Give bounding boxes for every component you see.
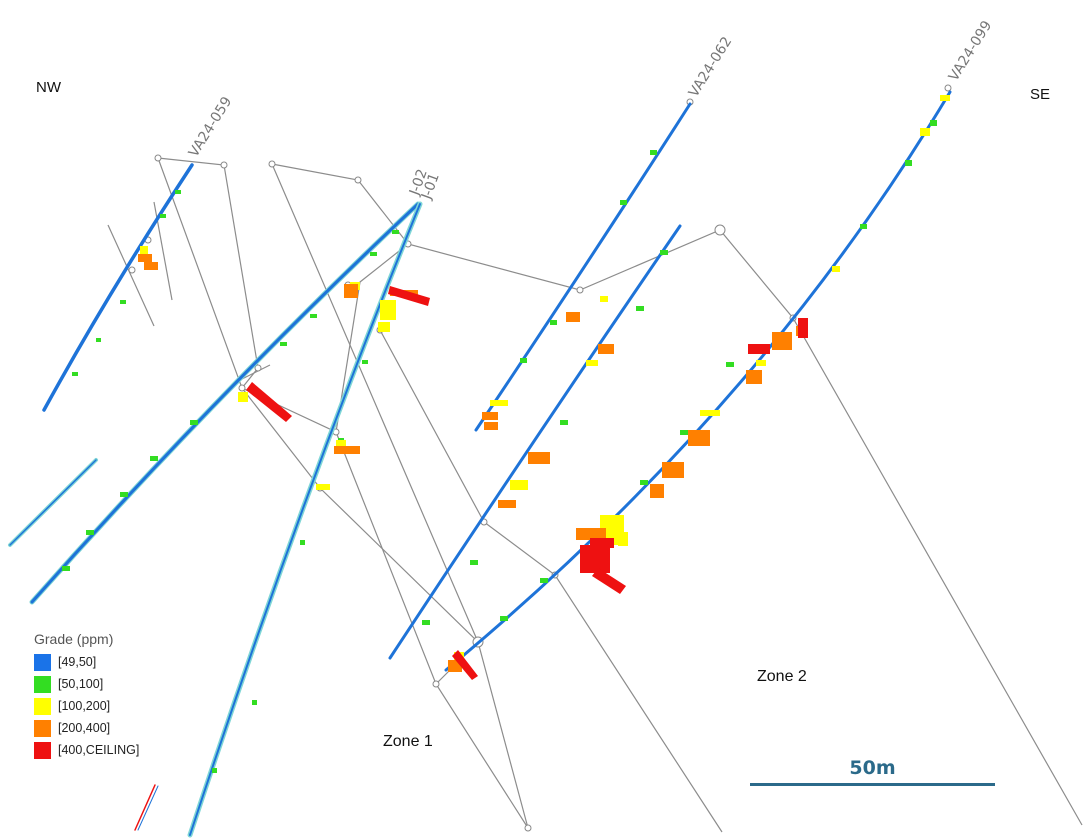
hole-label-va24-062: VA24-062 [686, 34, 736, 100]
scale-bar-line [750, 783, 995, 786]
legend-title: Grade (ppm) [34, 631, 114, 647]
zone-1-label: Zone 1 [383, 733, 433, 750]
high-grade-ticks [138, 254, 808, 672]
drill-traces [8, 90, 952, 838]
legend-swatch [34, 697, 51, 715]
legend-swatch [34, 653, 51, 671]
very-high-grade-ticks [246, 286, 808, 680]
zone-outlines [107, 157, 1083, 833]
legend-item: [400,CEILING] [34, 739, 194, 761]
legend-item: [200,400] [34, 717, 194, 739]
legend-item: [100,200] [34, 695, 194, 717]
hole-label-va24-099: VA24-099 [946, 18, 996, 84]
legend-item: [50,100] [34, 673, 194, 695]
scale-bar-label: 50m [849, 757, 896, 779]
legend-label: [100,200] [58, 699, 111, 713]
low-grade-ticks [62, 120, 937, 773]
legend-label: [400,CEILING] [58, 743, 140, 757]
direction-label-nw: NW [36, 79, 61, 96]
legend-swatch [34, 741, 51, 759]
hole-label-va24-059: VA24-059 [186, 94, 236, 160]
grade-legend: Grade (ppm) [49,50] [50,100] [100,200] [… [34, 631, 194, 761]
legend-swatch [34, 675, 51, 693]
legend-swatch [34, 719, 51, 737]
medium-grade-ticks [140, 95, 950, 660]
legend-label: [49,50] [58, 655, 97, 669]
direction-label-se: SE [1030, 86, 1051, 103]
zone-2-label: Zone 2 [757, 668, 807, 685]
legend-label: [200,400] [58, 721, 111, 735]
scale-bar: 50m [750, 757, 995, 786]
legend-label: [50,100] [58, 677, 104, 691]
legend-item: [49,50] [34, 651, 194, 673]
outline-vertices [128, 84, 952, 832]
